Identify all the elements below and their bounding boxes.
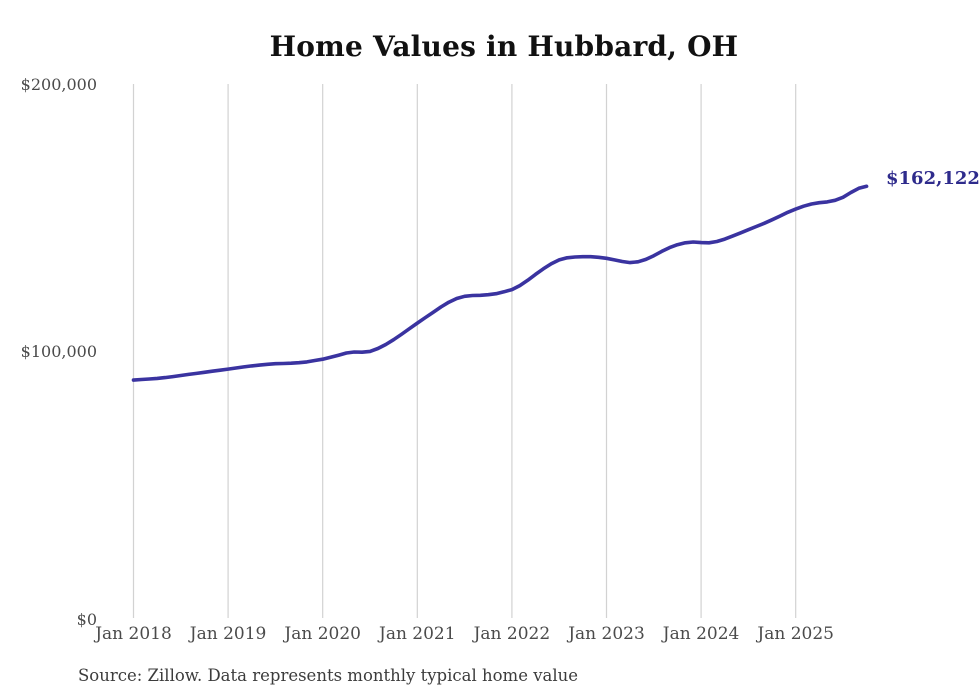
end-value-label: $162,122 <box>886 168 980 189</box>
chart-title: Home Values in Hubbard, OH <box>269 30 739 63</box>
x-tick-label-jan-2023: Jan 2023 <box>568 624 645 644</box>
x-tick-label-jan-2018: Jan 2018 <box>95 624 172 644</box>
x-tick-label-jan-2021: Jan 2021 <box>379 624 456 644</box>
y-tick-label-200000: $200,000 <box>20 75 97 94</box>
source-note: Source: Zillow. Data represents monthly … <box>78 666 579 685</box>
x-tick-label-jan-2019: Jan 2019 <box>189 624 267 644</box>
y-tick-label-100000: $100,000 <box>20 342 97 361</box>
x-tick-label-jan-2022: Jan 2022 <box>473 624 551 644</box>
home-value-line <box>131 184 869 382</box>
y-tick-label-0: $0 <box>76 610 97 629</box>
x-tick-label-jan-2020: Jan 2020 <box>284 624 361 644</box>
x-tick-label-jan-2025: Jan 2025 <box>757 624 834 644</box>
x-tick-label-jan-2024: Jan 2024 <box>662 624 740 644</box>
